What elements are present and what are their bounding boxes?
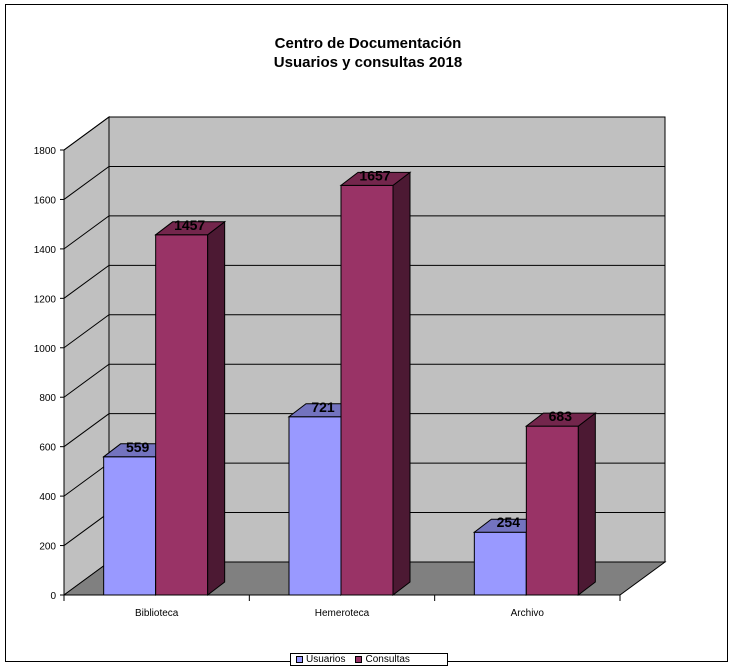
chart-subtitle: Usuarios y consultas 2018 xyxy=(273,54,463,71)
gridline xyxy=(63,215,665,250)
side-wall xyxy=(63,116,110,596)
bars xyxy=(102,171,597,597)
gridline xyxy=(63,116,665,151)
data-label-usuarios-archivo: 254 xyxy=(497,514,521,530)
y-tick-label: 1600 xyxy=(34,195,57,206)
y-tick-label: 400 xyxy=(39,492,56,503)
x-tick-label: Hemeroteca xyxy=(315,608,370,619)
legend-label-consultas: Consultas xyxy=(365,654,410,665)
bar-consultas-biblioteca xyxy=(154,220,227,597)
y-tick-label: 1400 xyxy=(34,245,57,256)
gridline xyxy=(63,363,665,398)
data-label-consultas-archivo: 683 xyxy=(549,408,573,424)
legend-item-usuarios: Usuarios xyxy=(296,654,345,665)
y-tick-label: 1200 xyxy=(34,294,57,305)
data-label-consultas-biblioteca: 1457 xyxy=(174,217,205,233)
labels: 559 1457 721 1657 254 683 xyxy=(126,167,572,530)
legend-swatch-consultas xyxy=(355,656,363,663)
y-tick-label: 0 xyxy=(50,591,56,602)
gridline xyxy=(63,314,665,349)
gridline xyxy=(63,165,665,200)
gridlines xyxy=(63,116,665,546)
y-tick-label: 600 xyxy=(39,443,56,454)
legend-label-usuarios: Usuarios xyxy=(306,654,346,665)
chart-title: Centro de Documentación xyxy=(274,35,462,52)
gridline xyxy=(63,413,665,448)
legend: Usuarios Consultas xyxy=(290,653,448,666)
y-tick-label: 800 xyxy=(39,393,56,404)
legend-swatch-usuarios xyxy=(296,656,303,663)
gridline xyxy=(63,264,665,299)
bar-consultas-hemeroteca xyxy=(339,171,412,597)
data-label-usuarios-biblioteca: 559 xyxy=(126,439,150,455)
data-label-consultas-hemeroteca: 1657 xyxy=(359,167,390,183)
x-tick-label: Archivo xyxy=(511,608,545,619)
bar-consultas-archivo xyxy=(524,412,597,597)
y-tick-label: 200 xyxy=(39,542,56,553)
y-tick-label: 1800 xyxy=(34,146,57,157)
data-label-usuarios-hemeroteca: 721 xyxy=(311,399,335,415)
legend-item-consultas: Consultas xyxy=(355,654,410,665)
x-tick-label: Biblioteca xyxy=(135,608,179,619)
y-tick-label: 1000 xyxy=(34,344,57,355)
